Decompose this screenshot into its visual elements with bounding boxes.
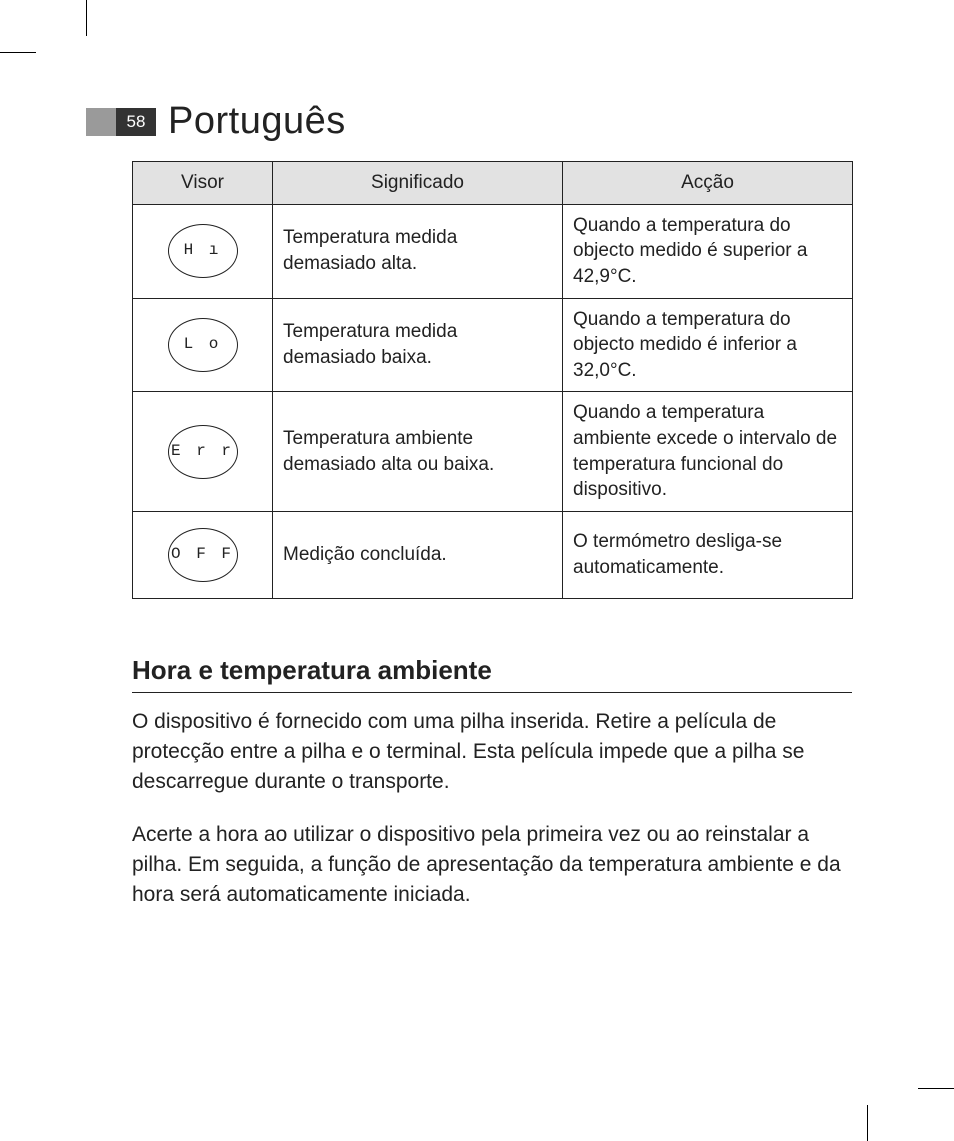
crop-mark: [0, 52, 36, 53]
display-codes-table-wrap: Visor Significado Acção H ı Temperatura …: [132, 161, 852, 599]
lcd-oval: O F F: [168, 528, 238, 582]
cell-meaning: Temperatura medida demasiado baixa.: [273, 298, 563, 392]
crop-mark: [86, 0, 87, 36]
page-number-badge: 58: [116, 108, 156, 136]
cell-action: Quando a temperatura do objecto medido é…: [563, 204, 853, 298]
section-body: O dispositivo é fornecido com uma pilha …: [132, 707, 852, 910]
cell-meaning: Temperatura medida demasiado alta.: [273, 204, 563, 298]
crop-mark: [918, 1088, 954, 1089]
cell-action: O termómetro desliga-se automaticamente.: [563, 512, 853, 599]
lcd-oval: E r r: [168, 425, 238, 479]
col-header-accao: Acção: [563, 162, 853, 205]
lcd-oval: L o: [168, 318, 238, 372]
cell-meaning: Medição concluída.: [273, 512, 563, 599]
table-header-row: Visor Significado Acção: [133, 162, 853, 205]
col-header-visor: Visor: [133, 162, 273, 205]
paragraph: Acerte a hora ao utilizar o dispositivo …: [132, 820, 852, 909]
language-title: Português: [168, 100, 346, 143]
cell-action: Quando a temperatura ambiente excede o i…: [563, 392, 853, 512]
cell-visor: H ı: [133, 204, 273, 298]
cell-visor: O F F: [133, 512, 273, 599]
cell-action: Quando a temperatura do objecto medido é…: [563, 298, 853, 392]
crop-mark: [867, 1105, 868, 1141]
lcd-oval: H ı: [168, 224, 238, 278]
lcd-display-icon: E r r: [143, 417, 262, 487]
display-codes-table: Visor Significado Acção H ı Temperatura …: [132, 161, 853, 599]
lcd-display-icon: L o: [143, 310, 262, 380]
manual-page: 58 Português Visor Significado Acção: [0, 0, 954, 1141]
section-heading: Hora e temperatura ambiente: [132, 655, 852, 693]
paragraph: O dispositivo é fornecido com uma pilha …: [132, 707, 852, 796]
page-header: 58 Português: [86, 100, 856, 143]
table-row: L o Temperatura medida demasiado baixa. …: [133, 298, 853, 392]
col-header-significado: Significado: [273, 162, 563, 205]
cell-meaning: Temperatura ambiente demasiado alta ou b…: [273, 392, 563, 512]
table-row: E r r Temperatura ambiente demasiado alt…: [133, 392, 853, 512]
table-row: O F F Medição concluída. O termómetro de…: [133, 512, 853, 599]
header-accent-bar: [86, 108, 116, 136]
lcd-display-icon: H ı: [143, 216, 262, 286]
cell-visor: L o: [133, 298, 273, 392]
content-area: 58 Português Visor Significado Acção: [86, 100, 856, 934]
table-row: H ı Temperatura medida demasiado alta. Q…: [133, 204, 853, 298]
lcd-display-icon: O F F: [143, 520, 262, 590]
cell-visor: E r r: [133, 392, 273, 512]
